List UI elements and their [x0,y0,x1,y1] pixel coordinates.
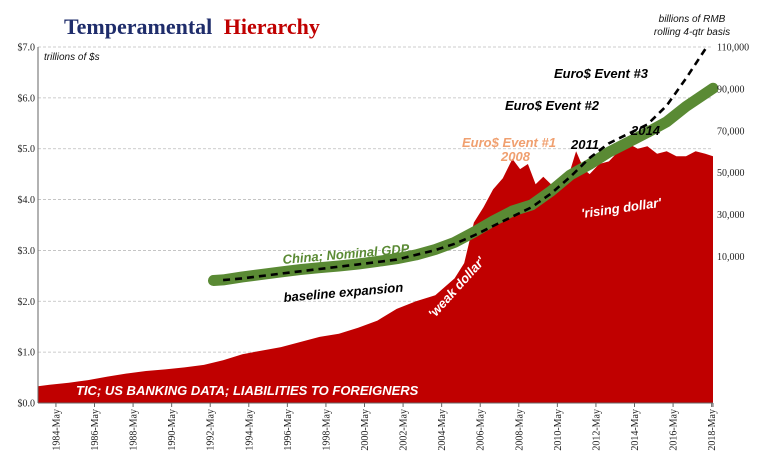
x-tick-label: 2008-May [514,409,525,451]
x-tick-label: 1988-May [129,409,140,451]
left-tick-label: $5.0 [18,144,36,155]
china-gdp-line [208,82,719,286]
left-tick-label: $3.0 [18,246,36,257]
x-tick-label: 1994-May [244,409,255,451]
left-unit-label: trillions of $s [44,52,100,63]
x-tick-label: 2006-May [476,409,487,451]
title-part-2: Hierarchy [224,14,320,39]
right-tick-label: 110,000 [717,43,749,54]
x-tick-label: 1984-May [51,409,62,451]
right-unit-label-1: billions of RMB [659,14,726,25]
left-tick-label: $7.0 [18,43,36,54]
annotation-2008: 2008 [500,149,531,164]
left-tick-labels: $0.0 $1.0 $2.0 $3.0 $4.0 $5.0 $6.0 $7.0 [18,43,36,410]
right-tick-label: 30,000 [717,210,745,221]
right-tick-label: 90,000 [717,84,745,95]
x-tick-label: 1998-May [321,409,332,451]
annotation-2011: 2011 [570,137,599,152]
annotation-euro-event-2: Euro$ Event #2 [505,98,600,113]
annotation-euro-event-3: Euro$ Event #3 [554,66,649,81]
annotation-tic-series: TIC; US BANKING DATA; LIABILITIES TO FOR… [76,383,419,398]
annotation-euro-event-1: Euro$ Event #1 [462,135,556,150]
left-tick-label: $2.0 [18,297,36,308]
left-tick-label: $1.0 [18,348,36,359]
x-tick-label: 2010-May [553,409,564,451]
x-tick-labels: 1984-May 1986-May 1988-May 1990-May 1992-May… [51,403,718,451]
chart-title: Temperamental Hierarchy [64,14,320,39]
gridlines [38,46,713,353]
right-tick-label: 50,000 [717,168,745,179]
annotation-2014: 2014 [630,123,661,138]
liabilities-area [38,143,713,403]
left-tick-label: $4.0 [18,195,36,206]
x-tick-label: 2002-May [399,409,410,451]
title-part-1: Temperamental [64,14,212,39]
x-tick-label: 2018-May [707,409,718,451]
x-tick-label: 1992-May [206,409,217,451]
x-tick-label: 2012-May [591,409,602,451]
right-tick-label: 70,000 [717,126,745,137]
right-tick-label: 10,000 [717,252,745,263]
baseline-dashed-line [222,48,707,282]
x-tick-label: 1990-May [167,409,178,451]
x-tick-label: 2000-May [360,409,371,451]
x-tick-label: 2016-May [669,409,680,451]
x-tick-label: 1986-May [90,409,101,451]
x-tick-label: 1996-May [283,409,294,451]
left-tick-label: $6.0 [18,93,36,104]
left-tick-label: $0.0 [18,399,36,410]
right-tick-labels: 10,000 30,000 50,000 70,000 90,000 110,000 [712,43,749,407]
x-tick-label: 2004-May [437,409,448,451]
x-tick-label: 2014-May [630,409,641,451]
right-unit-label-2: rolling 4-qtr basis [654,27,730,38]
